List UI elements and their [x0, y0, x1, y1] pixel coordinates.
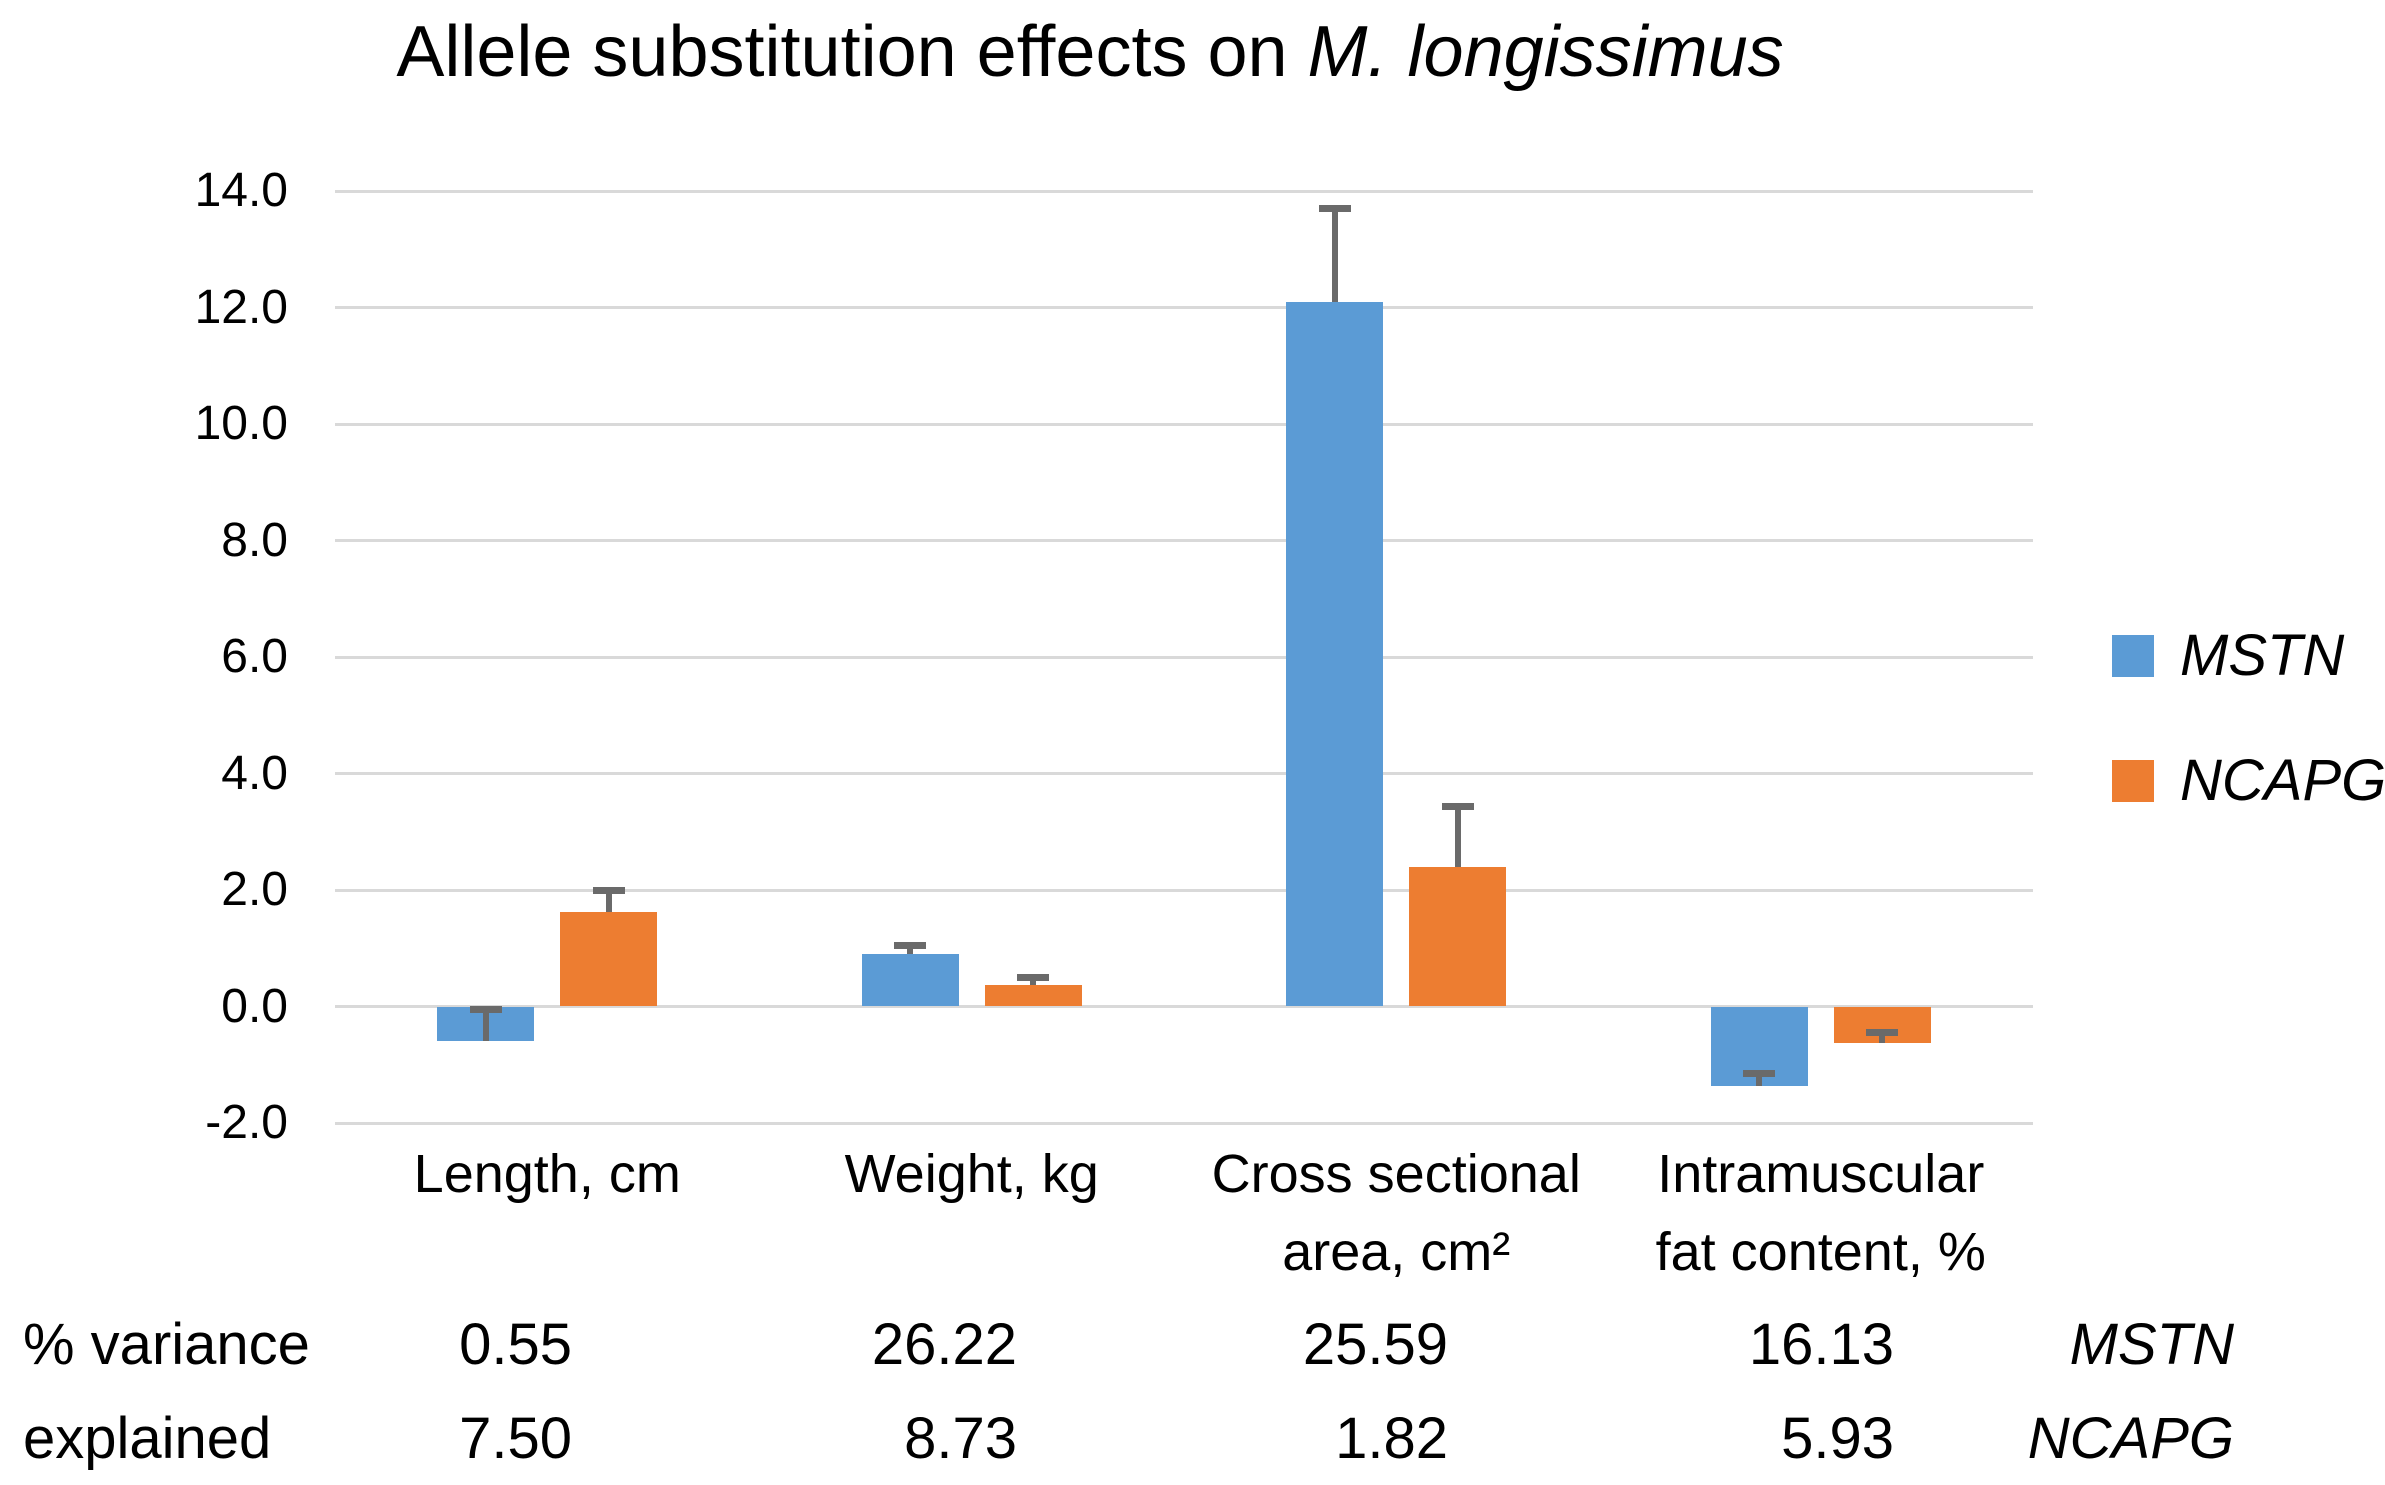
gridline-2.0 [335, 888, 2033, 892]
bar-mstn-3 [1286, 301, 1384, 1007]
error-bar-cap-mstn-3 [1318, 205, 1351, 213]
y-axis-tick-labels: 14.0 12.0 10.0 8.0 6.0 4.0 2.0 0.0 -2.0 [60, 164, 288, 1149]
plot-area [335, 189, 2033, 1125]
bar-ncapg-2 [984, 984, 1082, 1007]
gridline-14.0 [335, 189, 2033, 193]
gridline-8.0 [335, 539, 2033, 542]
error-bar-cap-mstn-2 [894, 942, 927, 950]
legend-swatch-ncapg-icon [2112, 759, 2154, 802]
chart-title-species: M. longissimus [1307, 12, 1784, 92]
error-bar-cap-ncapg-2 [1017, 974, 1050, 982]
error-bar-cap-mstn-4 [1743, 1070, 1776, 1078]
legend-label-ncapg: NCAPG [2180, 748, 2385, 813]
y-tick-label-2.0: 2.0 [221, 863, 288, 916]
variance-ncapg-length: 7.50 [459, 1406, 572, 1471]
bar-ncapg-3 [1409, 866, 1507, 1007]
y-tick-label-8.0: 8.0 [221, 513, 288, 567]
error-bar-cap-mstn-1 [469, 1006, 502, 1014]
variance-row-header-line2: explained [23, 1406, 272, 1471]
bar-ncapg-1 [560, 911, 658, 1007]
variance-row-gene-ncapg: NCAPG [2027, 1406, 2234, 1471]
y-tick-label-10.0: 10.0 [194, 397, 288, 450]
chart-title-text: Allele substitution effects on [396, 12, 1308, 92]
category-label-4: Intramuscular fat content, % [1655, 1144, 1986, 1282]
variance-mstn-csa: 25.59 [1302, 1312, 1448, 1377]
y-tick-label--2.0: -2.0 [205, 1096, 288, 1149]
y-tick-label-14.0: 14.0 [194, 164, 288, 217]
variance-ncapg-weight: 8.73 [904, 1406, 1017, 1471]
variance-mstn-imf: 16.13 [1748, 1312, 1894, 1377]
gridline-4.0 [335, 772, 2033, 775]
variance-row-gene-mstn: MSTN [2069, 1312, 2234, 1377]
bar-mstn-2 [861, 954, 959, 1007]
variance-ncapg-csa: 1.82 [1335, 1406, 1448, 1471]
error-bar-mstn-3 [1331, 208, 1338, 302]
chart-title: Allele substitution effects on M. longis… [0, 10, 2180, 94]
gridline-0.0 [335, 1005, 2033, 1008]
variance-ncapg-imf: 5.93 [1781, 1406, 1894, 1471]
gridline-10.0 [335, 422, 2033, 426]
legend-item-mstn: MSTN [2112, 622, 2344, 689]
gridline--2.0 [335, 1121, 2033, 1125]
gridline-6.0 [335, 655, 2033, 659]
variance-row-header-line1: % variance [23, 1312, 310, 1377]
error-bar-ncapg-1 [605, 890, 612, 912]
y-tick-label-6.0: 6.0 [221, 630, 288, 683]
error-bar-cap-ncapg-1 [592, 887, 625, 894]
error-bar-mstn-2 [907, 945, 914, 955]
gridline-12.0 [335, 306, 2033, 309]
y-tick-label-4.0: 4.0 [221, 746, 288, 800]
variance-mstn-length: 0.55 [459, 1312, 572, 1377]
error-bar-cap-ncapg-3 [1441, 802, 1474, 810]
y-tick-label-0.0: 0.0 [221, 979, 288, 1033]
error-bar-mstn-1 [482, 1009, 489, 1042]
y-tick-label-12.0: 12.0 [194, 280, 288, 334]
category-label-3: Cross sectional area, cm² [1211, 1144, 1581, 1282]
error-bar-ncapg-4 [1879, 1031, 1886, 1043]
error-bar-mstn-4 [1756, 1073, 1763, 1086]
legend-item-ncapg: NCAPG [2112, 747, 2385, 814]
variance-mstn-weight: 26.22 [871, 1312, 1017, 1377]
legend-swatch-mstn-icon [2112, 634, 2154, 677]
category-label-2: Weight, kg [844, 1144, 1099, 1204]
error-bar-ncapg-3 [1454, 805, 1461, 867]
error-bar-cap-ncapg-4 [1866, 1028, 1899, 1036]
legend-label-mstn: MSTN [2180, 623, 2345, 688]
category-label-1: Length, cm [413, 1144, 681, 1204]
